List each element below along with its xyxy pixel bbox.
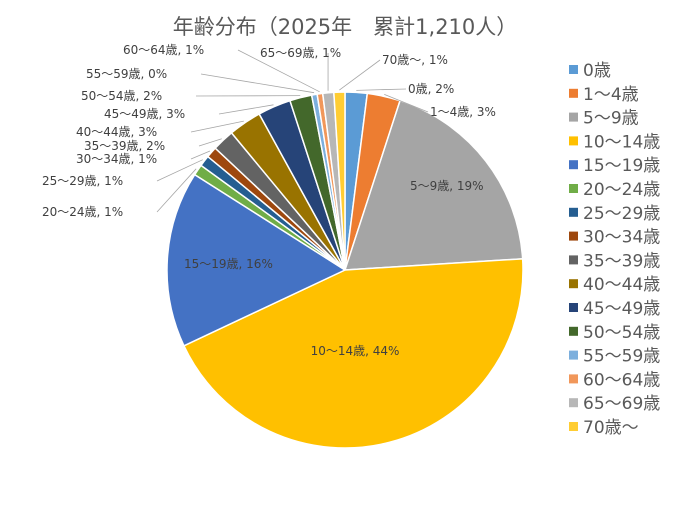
legend-label: 65～69歳 xyxy=(583,394,660,414)
legend: 0歳 1～4歳 5～9歳 10～14歳 15～19歳 20～24歳 25～29歳 30～34歳… xyxy=(569,61,660,438)
leader-line xyxy=(198,138,222,147)
slice-label: 1～4歳, 3% xyxy=(430,105,496,119)
pie-slice xyxy=(333,91,346,271)
leader-line xyxy=(356,88,407,91)
slice-label: 30～34歳, 1% xyxy=(76,152,157,166)
slice-label: 35～39歳, 2% xyxy=(84,139,165,153)
legend-label: 70歳～ xyxy=(583,418,639,438)
slice-label: 15～19歳, 16% xyxy=(184,257,273,271)
leader-line xyxy=(156,168,197,213)
leader-line xyxy=(200,73,315,94)
legend-label: 15～19歳 xyxy=(583,156,660,176)
legend-swatch xyxy=(569,112,578,122)
legend-label: 0歳 xyxy=(583,61,611,81)
leader-line xyxy=(384,93,429,113)
legend-swatch xyxy=(569,279,578,289)
legend-swatch xyxy=(569,303,578,312)
slice-label: 10～14歳, 44% xyxy=(311,344,400,358)
slice-labels: 0歳, 2% 1～4歳, 3% 5～9歳, 19% 10～14歳, 44% 15～19歳… xyxy=(42,43,496,358)
slice-label: 0歳, 2% xyxy=(408,82,454,96)
legend-label: 40～44歳 xyxy=(583,275,660,295)
leader-line xyxy=(218,104,274,115)
legend-swatch xyxy=(569,160,578,170)
legend-swatch xyxy=(569,65,578,74)
slice-label: 50～54歳, 2% xyxy=(81,89,162,103)
legend-label: 1～4歳 xyxy=(583,85,639,105)
leader-line xyxy=(339,59,381,91)
slice-label: 25～29歳, 1% xyxy=(42,174,123,188)
legend-swatch xyxy=(569,374,578,384)
leader-line xyxy=(237,49,320,93)
legend-swatch xyxy=(569,350,578,360)
legend-label: 35～39歳 xyxy=(583,251,660,271)
legend-swatch xyxy=(569,422,578,431)
pie-slice xyxy=(166,173,347,347)
leader-line xyxy=(156,159,203,182)
legend-swatch xyxy=(569,136,578,146)
legend-label: 10～14歳 xyxy=(583,132,660,152)
legend-label: 30～34歳 xyxy=(583,228,660,248)
legend-swatch xyxy=(569,398,578,408)
legend-swatch xyxy=(569,255,578,265)
leader-lines xyxy=(156,49,429,213)
legend-label: 25～29歳 xyxy=(583,204,660,224)
slice-label: 65～69歳, 1% xyxy=(260,46,341,60)
slice-label: 60～64歳, 1% xyxy=(123,43,204,57)
slice-label: 5～9歳, 19% xyxy=(410,179,484,193)
slice-label: 40～44歳, 3% xyxy=(76,125,157,139)
leader-line xyxy=(190,150,211,160)
slice-label: 70歳～, 1% xyxy=(382,53,448,67)
slice-label: 55～59歳, 0% xyxy=(86,67,167,81)
legend-swatch xyxy=(569,326,578,336)
legend-label: 5～9歳 xyxy=(583,109,639,129)
legend-swatch xyxy=(569,184,578,193)
legend-label: 45～49歳 xyxy=(583,299,660,319)
legend-label: 60～64歳 xyxy=(583,370,660,390)
legend-label: 55～59歳 xyxy=(583,347,660,367)
legend-label: 20～24歳 xyxy=(583,180,660,200)
legend-swatch xyxy=(569,231,578,241)
legend-swatch xyxy=(569,88,578,98)
chart-title: 年齢分布（2025年 累計1,210人） xyxy=(173,15,518,39)
slice-label: 45～49歳, 3% xyxy=(104,107,185,121)
legend-label: 50～54歳 xyxy=(583,323,660,343)
leader-line xyxy=(190,120,244,133)
legend-swatch xyxy=(569,207,578,217)
slice-label: 20～24歳, 1% xyxy=(42,205,123,219)
pie-slices xyxy=(166,91,524,449)
